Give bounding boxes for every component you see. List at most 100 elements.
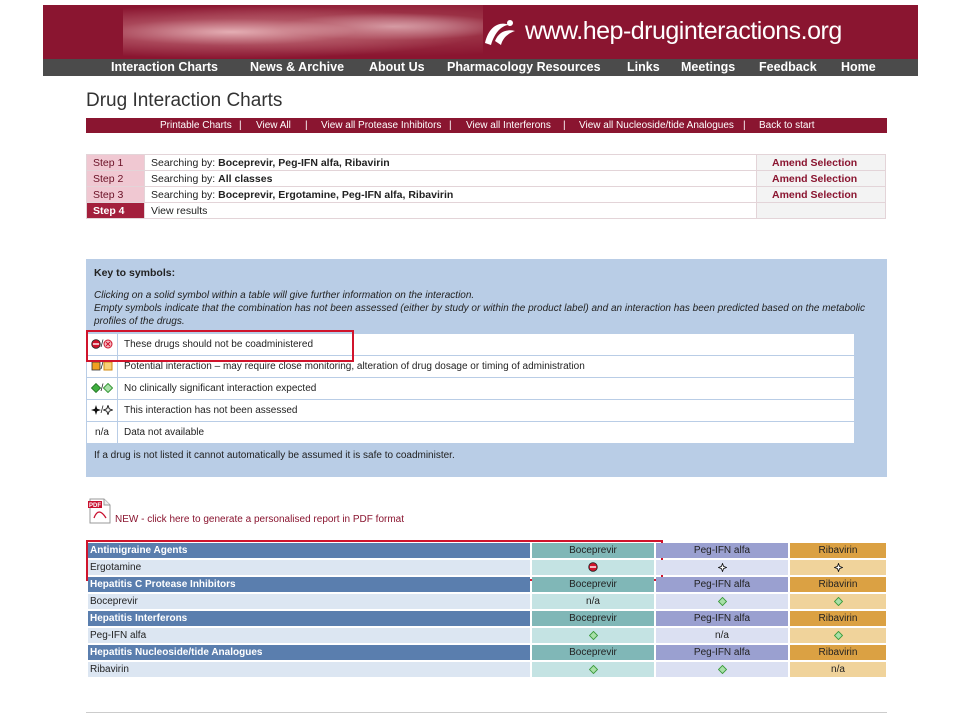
key-note: If a drug is not listed it cannot automa… [94,450,455,461]
green-diamond-empty-icon [588,664,598,674]
interaction-results-table: Antimigraine Agents Boceprevir Peg-IFN alf… [86,541,888,679]
symbol-separator: / [100,405,104,416]
symbol-separator: / [100,361,104,372]
step-prefix: Searching by: [151,188,219,201]
key-description: Empty symbols indicate that the combinat… [94,303,866,327]
step-value: Boceprevir, Peg-IFN alfa, Ribavirin [218,156,390,169]
column-header: Peg-IFN alfa [656,611,788,626]
black-star-empty-icon [717,562,727,572]
column-header: Peg-IFN alfa [656,645,788,660]
subnav-view-nucleoside-analogues[interactable]: View all Nucleoside/tide Analogues [579,120,734,131]
amber-square-empty-icon [103,361,113,371]
subnav-view-interferons[interactable]: View all Interferons [466,120,551,131]
subnav-separator: | [449,120,452,131]
nav-links[interactable]: Links [627,60,660,74]
search-steps: Step 1 Searching by: Boceprevir, Peg-IFN… [86,154,886,219]
key-title: Key to symbols: [94,267,176,279]
nav-feedback[interactable]: Feedback [759,60,817,74]
key-text: No clinically significant interaction ex… [117,377,855,400]
column-header: Ribavirin [790,543,886,558]
column-header: Peg-IFN alfa [656,577,788,592]
highlight-box [86,330,354,362]
step-row: Step 2 Searching by: All classes Amend S… [86,170,886,187]
amend-selection-link[interactable]: Amend Selection [756,154,886,171]
drug-name: Peg-IFN alfa [88,628,530,643]
subnav-separator: | [743,120,746,131]
nav-meetings[interactable]: Meetings [681,60,736,74]
nav-about-us[interactable]: About Us [369,60,425,74]
table-row: Peg-IFN alfa n/a [88,628,886,643]
generate-pdf-link[interactable]: NEW - click here to generate a personali… [115,514,405,525]
group-header-row: Hepatitis Nucleoside/tide Analogues Bocep… [88,645,886,660]
step-value: Boceprevir, Ergotamine, Peg-IFN alfa, Ri… [218,188,454,201]
interaction-cell[interactable] [532,560,654,575]
amend-selection-link[interactable]: Amend Selection [756,186,886,203]
green-diamond-empty-icon [833,596,843,606]
green-diamond-empty-icon [717,664,727,674]
subnav-separator: | [563,120,566,131]
table-row: Boceprevir n/a [88,594,886,609]
amend-selection-empty [756,202,886,219]
step-row: Step 1 Searching by: Boceprevir, Peg-IFN… [86,154,886,171]
group-name: Hepatitis Nucleoside/tide Analogues [88,645,530,660]
subnav-view-all[interactable]: View All [256,120,291,131]
drug-name: Ribavirin [88,662,530,677]
key-description: Clicking on a solid symbol within a tabl… [94,290,475,301]
amend-selection-link[interactable]: Amend Selection [756,170,886,187]
green-diamond-empty-icon [103,383,114,394]
key-symbol: / [86,333,118,356]
nav-pharmacology-resources[interactable]: Pharmacology Resources [447,60,601,74]
interaction-cell-na: n/a [532,594,654,609]
step-prefix: View results [151,204,208,217]
subnav-separator: | [239,120,242,131]
step-label: Step 3 [86,186,145,203]
site-logo-icon [485,20,515,45]
drug-name: Ergotamine [88,560,530,575]
key-text: Data not available [117,421,855,444]
key-text: These drugs should not be coadministered [117,333,855,356]
interaction-cell [790,560,886,575]
step-prefix: Searching by: [151,172,219,185]
key-row: n/a Data not available [86,421,855,444]
column-header: Ribavirin [790,577,886,592]
drug-name: Boceprevir [88,594,530,609]
subnav-printable-charts[interactable]: Printable Charts [160,120,232,131]
red-circle-solid-icon [588,562,598,573]
pdf-icon[interactable]: PDF [87,498,113,524]
subnav-back-to-start[interactable]: Back to start [759,120,815,131]
black-star-solid-icon [90,405,101,416]
page-title: Drug Interaction Charts [86,90,283,111]
step-description: Searching by: Boceprevir, Peg-IFN alfa, … [144,154,757,171]
column-header: Ribavirin [790,611,886,626]
table-row: Ergotamine [88,560,886,575]
site-url[interactable]: www.hep-druginteractions.org [525,17,842,45]
site-banner: www.hep-druginteractions.org [43,5,918,59]
key-symbol: / [86,399,118,422]
group-header-row: Hepatitis C Protease Inhibitors Boceprevi… [88,577,886,592]
column-header: Peg-IFN alfa [656,543,788,558]
group-header-row: Hepatitis Interferons Boceprevir Peg-IFN a… [88,611,886,626]
subnav-separator: | [305,120,308,131]
green-diamond-solid-icon [90,383,101,394]
key-symbol-na: n/a [86,421,118,444]
step-label: Step 1 [86,154,145,171]
symbol-separator: / [100,383,104,394]
step-label: Step 2 [86,170,145,187]
divider [86,712,887,713]
pdf-icon-label: PDF [89,503,101,509]
interaction-cell [656,594,788,609]
nav-news-archive[interactable]: News & Archive [250,60,345,74]
nav-interaction-charts[interactable]: Interaction Charts [111,60,218,74]
interaction-cell [532,628,654,643]
column-header: Boceprevir [532,543,654,558]
green-diamond-empty-icon [833,630,843,640]
subnav-view-protease-inhibitors[interactable]: View all Protease Inhibitors [321,120,442,131]
red-circle-empty-icon [103,339,113,349]
column-header: Boceprevir [532,577,654,592]
nav-home[interactable]: Home [841,60,876,74]
interaction-cell [656,560,788,575]
step-label-active: Step 4 [86,202,145,219]
interaction-cell [790,628,886,643]
key-row: / These drugs should not be coadminister… [86,333,855,356]
key-row: / This interaction has not been assessed [86,399,855,422]
